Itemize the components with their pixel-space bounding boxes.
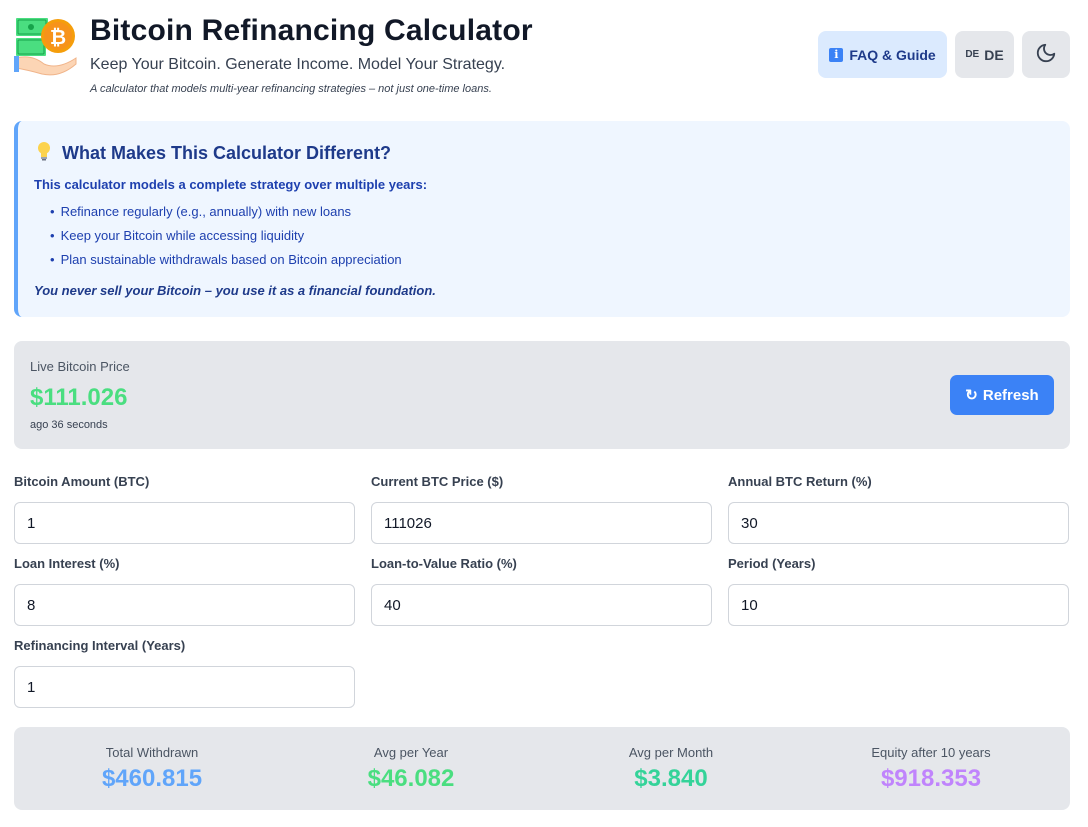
btc-amount-input[interactable] [14,502,355,544]
refresh-icon: ↻ [965,387,978,404]
page-subtitle: Keep Your Bitcoin. Generate Income. Mode… [90,56,506,73]
faq-guide-label: FAQ & Guide [849,46,936,63]
avg-per-month-label: Avg per Month [628,745,714,760]
annual-return-label: Annual BTC Return (%) [728,474,872,489]
refi-interval-label: Refinancing Interval (Years) [14,638,186,653]
info-panel: What Makes This Calculator Different? Th… [14,121,1070,317]
equity-stat: Equity after 10 years $918.353 [831,745,1031,793]
moon-icon [1035,42,1057,67]
theme-toggle-button[interactable] [1022,31,1070,78]
total-withdrawn-stat: Total Withdrawn $460.815 [52,745,252,793]
live-price-value: $111.026 [30,384,128,411]
btc-price-label: Current BTC Price ($) [371,474,504,489]
annual-return-field: Annual BTC Return (%) [728,474,1069,544]
list-item: Plan sustainable withdrawals based on Bi… [50,251,402,275]
info-footer: You never sell your Bitcoin – you use it… [34,283,436,298]
list-item: Keep your Bitcoin while accessing liquid… [50,227,402,251]
loan-interest-label: Loan Interest (%) [14,556,120,571]
live-price-updated: ago 36 seconds [30,419,108,431]
total-withdrawn-label: Total Withdrawn [105,745,199,760]
language-label: DE [984,46,1004,63]
annual-return-input[interactable] [728,502,1069,544]
btc-price-field: Current BTC Price ($) [371,474,712,544]
loan-interest-input[interactable] [14,584,355,626]
loan-interest-field: Loan Interest (%) [14,556,355,626]
ltv-label: Loan-to-Value Ratio (%) [371,556,517,571]
refresh-label: Refresh [982,386,1039,404]
faq-guide-button[interactable]: i FAQ & Guide [818,31,947,78]
summary-panel: Total Withdrawn $460.815 Avg per Year $4… [14,727,1070,810]
list-item: Refinance regularly (e.g., annually) wit… [50,203,402,227]
btc-amount-field: Bitcoin Amount (BTC) [14,474,355,544]
period-label: Period (Years) [728,556,816,571]
info-title-text: What Makes This Calculator Different? [62,143,392,163]
info-list: Refinance regularly (e.g., annually) wit… [50,203,402,275]
page-tagline: A calculator that models multi-year refi… [90,83,492,95]
live-price-label: Live Bitcoin Price [30,359,130,374]
language-flag: DE [965,49,980,60]
avg-per-year-label: Avg per Year [373,745,449,760]
svg-text:₿: ₿ [50,25,66,49]
header: ₿ Bitcoin Refinancing Calculator Keep Yo… [14,12,1074,108]
language-button[interactable]: DE DE [955,31,1014,78]
btc-price-input[interactable] [371,502,712,544]
equity-label: Equity after 10 years [871,745,991,760]
avg-per-year-stat: Avg per Year $46.082 [311,745,511,793]
refi-interval-field: Refinancing Interval (Years) [14,638,355,708]
info-icon: i [829,47,844,62]
bitcoin-hand-money-icon: ₿ [14,14,78,78]
period-input[interactable] [728,584,1069,626]
info-lead: This calculator models a complete strate… [34,177,428,192]
equity-value: $918.353 [880,765,982,792]
info-title: What Makes This Calculator Different? [36,141,391,166]
page-title: Bitcoin Refinancing Calculator [90,14,533,47]
refi-interval-input[interactable] [14,666,355,708]
avg-per-year-value: $46.082 [367,765,455,792]
avg-per-month-value: $3.840 [634,765,708,792]
live-price-panel: Live Bitcoin Price $111.026 ago 36 secon… [14,341,1070,449]
total-withdrawn-value: $460.815 [101,765,203,792]
lightbulb-icon [36,141,52,166]
ltv-field: Loan-to-Value Ratio (%) [371,556,712,626]
period-field: Period (Years) [728,556,1069,626]
btc-amount-label: Bitcoin Amount (BTC) [14,474,150,489]
refresh-button[interactable]: ↻ Refresh [950,375,1054,415]
avg-per-month-stat: Avg per Month $3.840 [571,745,771,793]
ltv-input[interactable] [371,584,712,626]
